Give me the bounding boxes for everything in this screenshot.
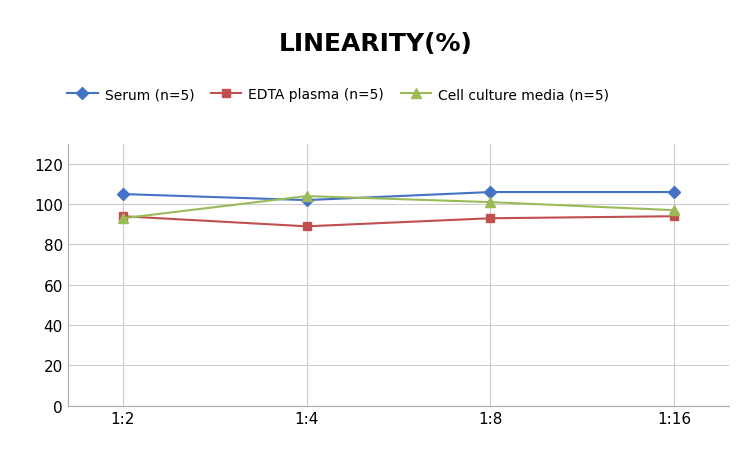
Cell culture media (n=5): [118, 216, 127, 221]
EDTA plasma (n=5): [118, 214, 127, 220]
Serum (n=5): [670, 190, 679, 195]
EDTA plasma (n=5): [670, 214, 679, 220]
Serum (n=5): [118, 192, 127, 198]
Text: LINEARITY(%): LINEARITY(%): [279, 32, 473, 55]
Cell culture media (n=5): [486, 200, 495, 205]
Cell culture media (n=5): [670, 208, 679, 213]
Line: Serum (n=5): Serum (n=5): [119, 189, 678, 205]
EDTA plasma (n=5): [302, 224, 311, 230]
EDTA plasma (n=5): [486, 216, 495, 221]
Legend: Serum (n=5), EDTA plasma (n=5), Cell culture media (n=5): Serum (n=5), EDTA plasma (n=5), Cell cul…: [67, 88, 609, 102]
Serum (n=5): [486, 190, 495, 195]
Line: Cell culture media (n=5): Cell culture media (n=5): [118, 192, 679, 224]
Line: EDTA plasma (n=5): EDTA plasma (n=5): [119, 212, 678, 231]
Serum (n=5): [302, 198, 311, 203]
Cell culture media (n=5): [302, 194, 311, 199]
